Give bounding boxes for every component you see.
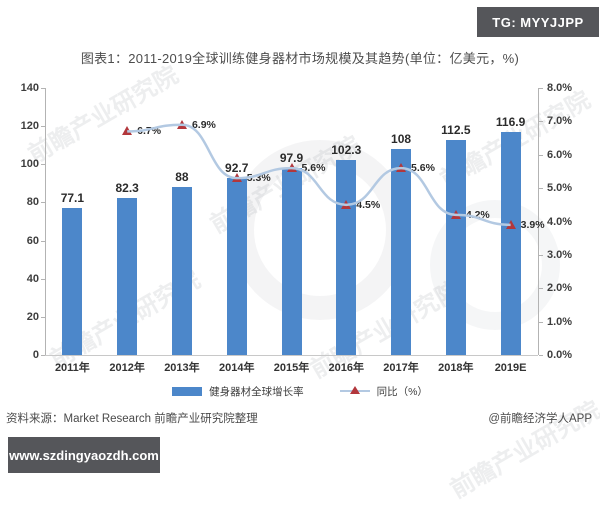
bar-value-label: 116.9 — [495, 115, 526, 130]
bar-value-label: 82.3 — [115, 181, 139, 196]
line-series-label: 同比（%） — [376, 385, 428, 398]
left-axis-tick-label: 120 — [20, 120, 39, 133]
bar-value-label: 112.5 — [441, 123, 471, 138]
growth-point-marker — [176, 119, 187, 129]
x-axis-category-label: 2019E — [494, 362, 527, 374]
right-axis-tick — [539, 355, 543, 356]
growth-point-label: 5.3% — [246, 172, 271, 185]
right-axis-line — [538, 88, 539, 355]
left-axis-tick — [41, 355, 45, 356]
legend-item-line-series: 同比（%） — [339, 384, 428, 399]
bar-series-swatch — [172, 386, 203, 396]
x-axis-category-label: 2016年 — [328, 362, 364, 374]
growth-point-label: 6.9% — [191, 118, 216, 131]
left-axis-tick-label: 60 — [26, 234, 39, 247]
market-size-bar — [500, 132, 521, 355]
left-axis-tick-label: 140 — [20, 82, 39, 94]
left-axis-tick-label: 80 — [26, 196, 39, 209]
growth-point-label: 6.7% — [137, 125, 162, 138]
growth-point-marker — [450, 209, 461, 219]
market-size-bar — [445, 140, 466, 355]
right-axis-tick-label: 6.0% — [547, 148, 573, 161]
right-axis-tick-label: 5.0% — [547, 182, 573, 195]
left-axis-line — [45, 88, 46, 355]
market-size-bar — [117, 198, 138, 355]
market-size-bar — [171, 187, 192, 355]
tg-contact-badge: TG: MYYJJPP — [477, 7, 599, 37]
left-axis-tick — [41, 164, 45, 166]
growth-point-marker — [505, 219, 516, 229]
chart-title: 图表1：2011-2019全球训练健身器材市场规模及其趋势(单位：亿美元，%) — [80, 51, 520, 66]
right-axis-tick-label: 0.0% — [547, 349, 573, 361]
x-axis-category-label: 2013年 — [164, 362, 200, 374]
bar-value-label: 77.1 — [60, 190, 85, 205]
bar-value-label: 108 — [391, 132, 412, 147]
growth-point-label: 5.6% — [411, 162, 435, 175]
growth-point-marker — [231, 173, 242, 183]
market-size-bar — [391, 149, 412, 355]
line-series-swatch — [339, 385, 370, 397]
market-size-bar — [281, 168, 302, 355]
growth-point-marker — [286, 163, 297, 173]
growth-point-marker — [341, 199, 352, 209]
right-axis-tick-label: 4.0% — [547, 215, 573, 228]
bar-value-label: 102.3 — [331, 142, 362, 157]
growth-point-marker — [396, 163, 407, 173]
left-axis-tick — [41, 88, 45, 89]
x-axis-category-label: 2014年 — [218, 362, 255, 374]
left-axis-tick-label: 20 — [26, 310, 39, 323]
watermark-text: 前瞻产业研究院 — [446, 396, 600, 504]
right-axis-tick — [539, 121, 543, 123]
growth-point-label: 5.6% — [301, 162, 326, 175]
market-size-bar — [336, 159, 357, 355]
left-axis-tick — [41, 316, 45, 318]
right-axis-tick — [539, 254, 543, 256]
left-axis-tick-label: 100 — [20, 158, 39, 171]
x-axis-category-label: 2017年 — [383, 362, 419, 374]
left-axis-tick-label: 0 — [32, 349, 39, 361]
left-axis-tick — [41, 202, 45, 204]
left-axis-tick — [41, 240, 45, 242]
right-axis-tick — [539, 288, 543, 290]
market-size-bar — [226, 178, 247, 355]
x-axis-category-label: 2012年 — [109, 362, 145, 374]
triangle-marker-icon — [349, 386, 360, 394]
left-axis-tick — [41, 126, 45, 128]
left-axis-tick — [41, 278, 45, 280]
x-axis-category-label: 2015年 — [273, 362, 310, 374]
bar-value-label: 88 — [175, 170, 189, 185]
x-axis-line — [45, 355, 538, 356]
right-axis-tick — [539, 88, 543, 89]
market-size-bar — [62, 207, 83, 355]
right-axis-tick — [539, 154, 543, 156]
right-axis-tick — [539, 221, 543, 223]
growth-point-label: 4.5% — [356, 198, 381, 211]
right-axis-tick-label: 3.0% — [547, 248, 573, 261]
right-axis-tick-label: 2.0% — [547, 282, 573, 295]
right-axis-tick-label: 8.0% — [547, 82, 573, 94]
x-axis-category-label: 2011年 — [54, 362, 90, 374]
left-axis-tick-label: 40 — [26, 272, 39, 285]
chart-legend: 健身器材全球增长率 同比（%） — [0, 383, 600, 399]
website-watermark-badge: www.szdingyaozdh.com — [8, 437, 160, 473]
x-axis-category-label: 2018年 — [438, 362, 474, 374]
credit-note: @前瞻经济学人APP — [488, 413, 592, 425]
legend-item-bar-series: 健身器材全球增长率 — [172, 384, 304, 399]
growth-point-label: 4.2% — [465, 208, 490, 221]
right-axis-tick-label: 7.0% — [547, 115, 573, 128]
right-axis-tick — [539, 188, 543, 190]
right-axis-tick — [539, 321, 543, 323]
right-axis-tick-label: 1.0% — [547, 315, 573, 328]
data-source-note: 资料来源：Market Research 前瞻产业研究院整理 — [6, 413, 258, 425]
growth-point-marker — [122, 126, 133, 136]
chart-page: 前瞻产业研究院 前瞻产业研究院 前瞻产业研究院 前瞻产业研究院 前瞻产业研究院 … — [0, 7, 600, 504]
growth-point-label: 3.9% — [520, 218, 545, 231]
bar-series-label: 健身器材全球增长率 — [209, 385, 304, 398]
